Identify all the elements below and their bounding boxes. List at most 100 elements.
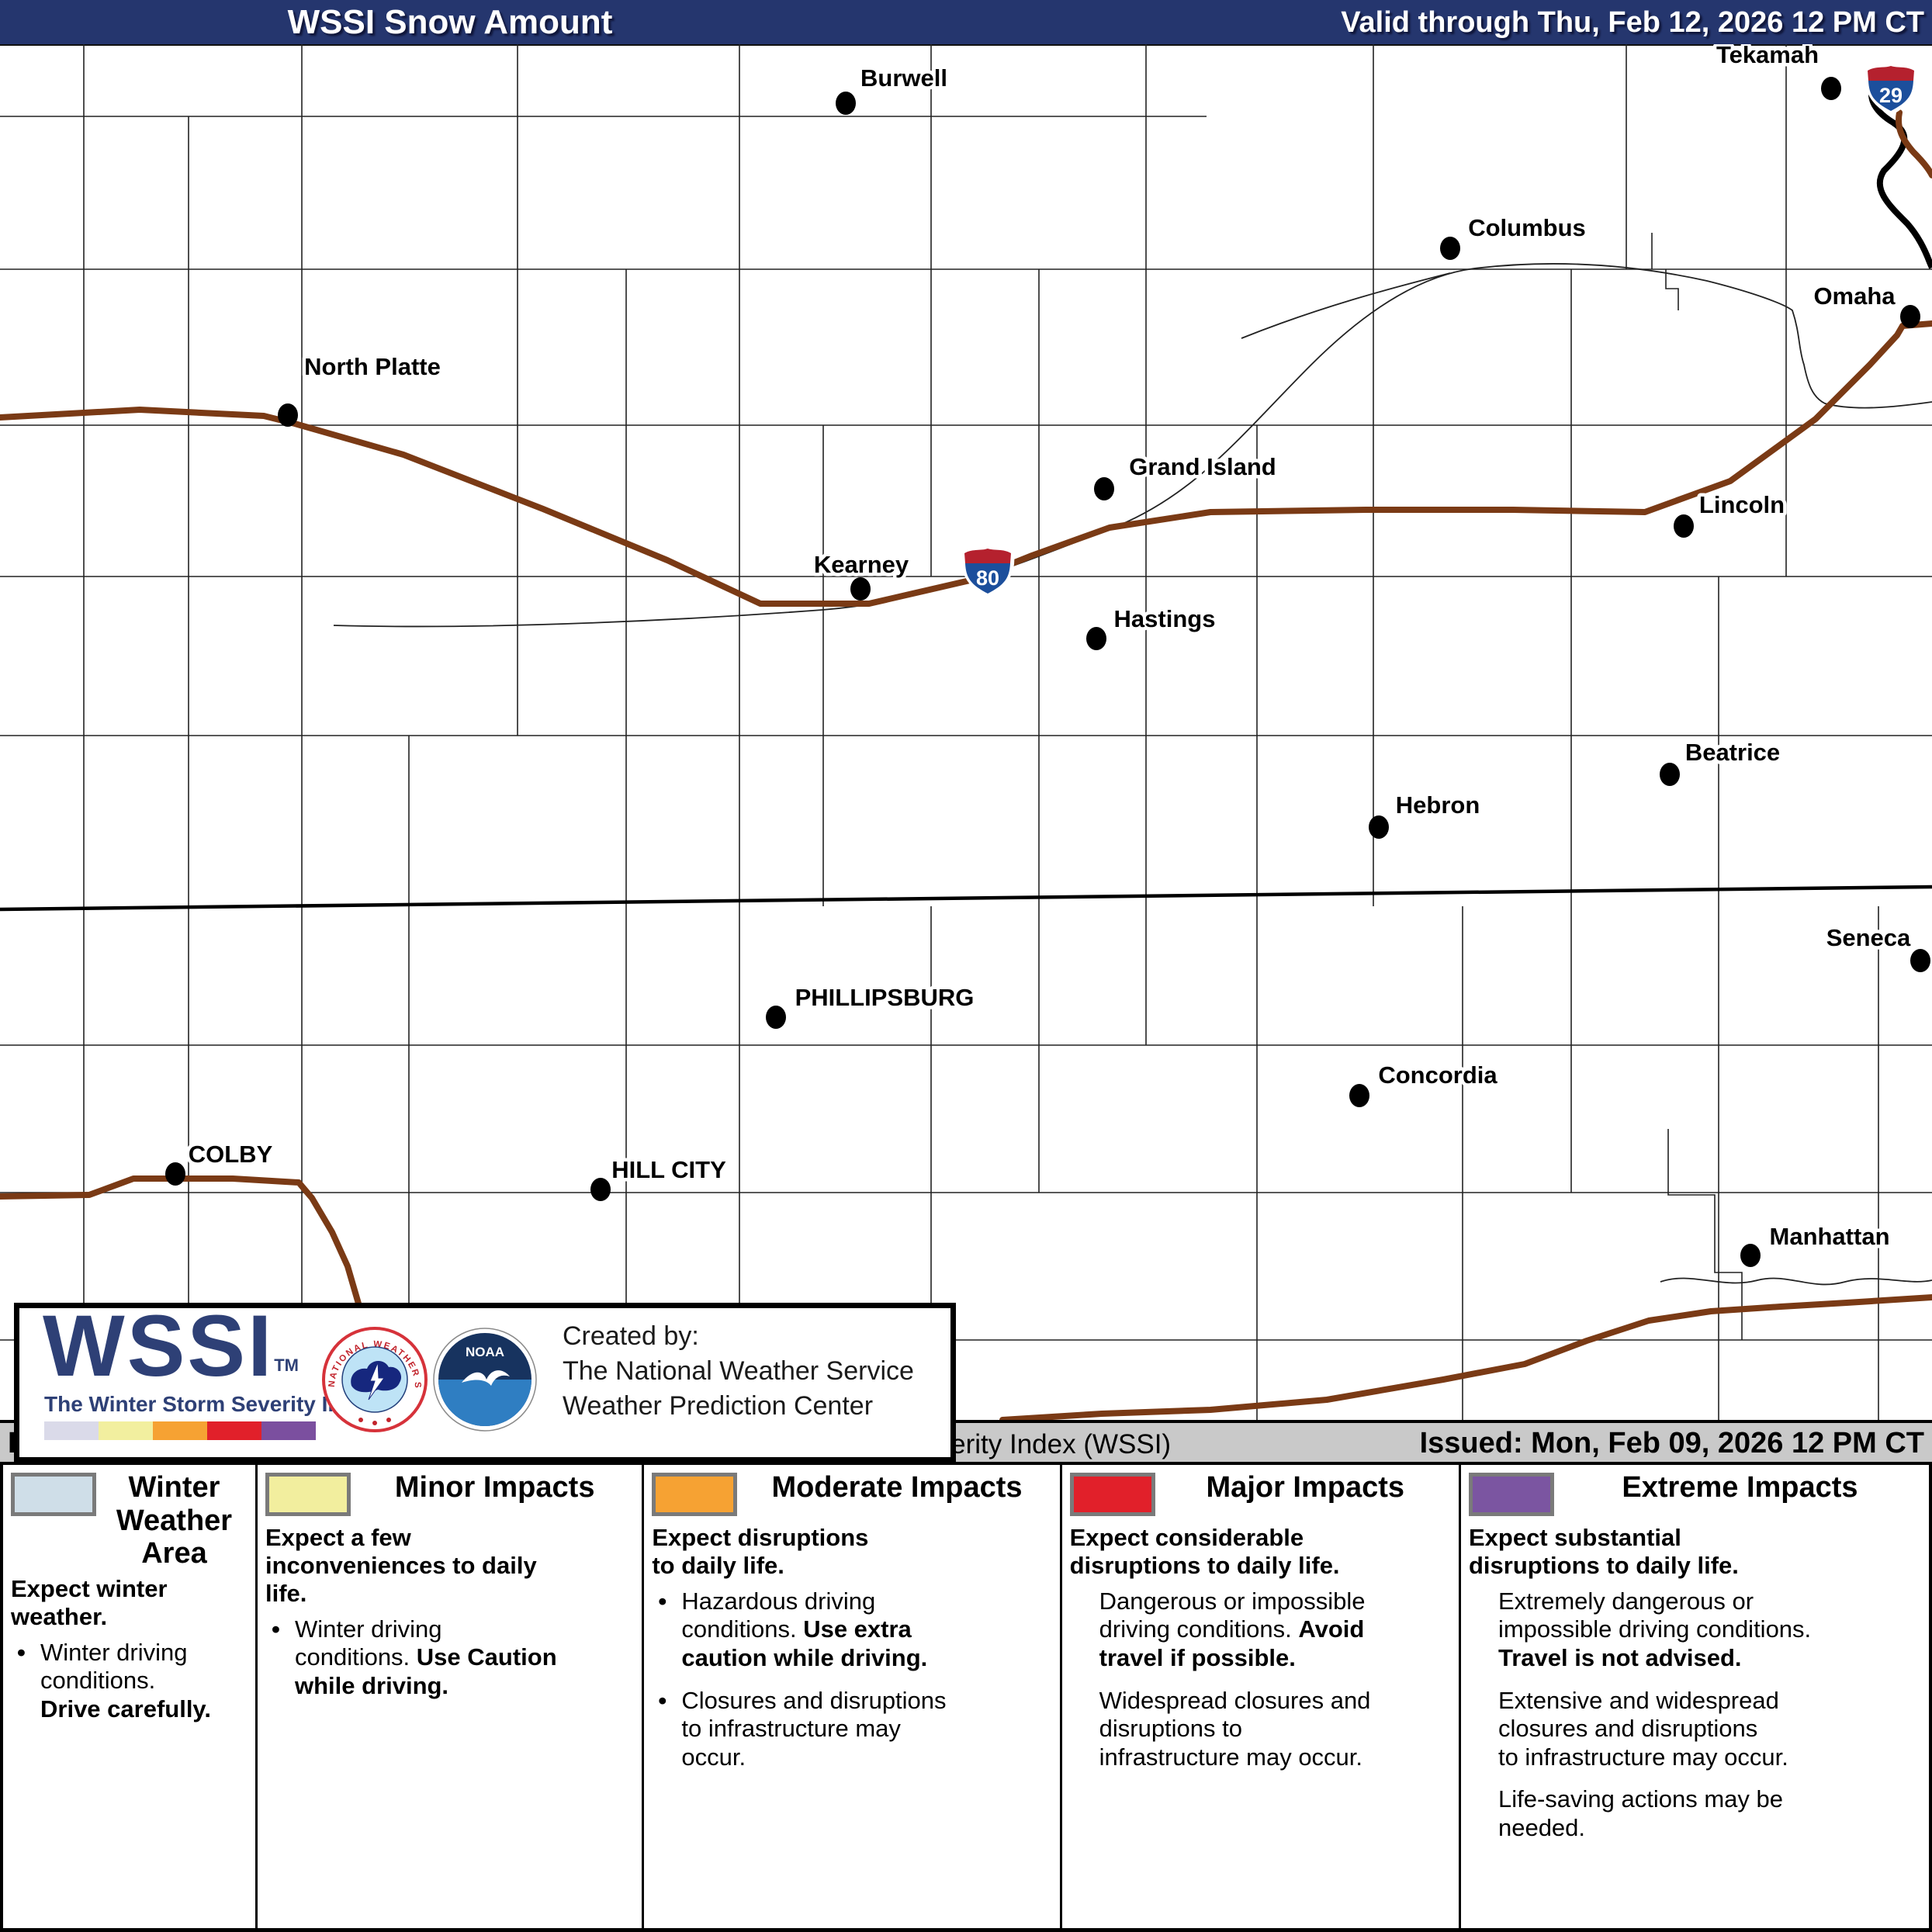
impact-item: Extremely dangerous or impossible drivin…: [1497, 1587, 1812, 1672]
impact-item: Extensive and widespread closures and di…: [1497, 1686, 1788, 1771]
attribution-box: WSSITM The Winter Storm Severity Index N…: [14, 1297, 956, 1463]
highways: [0, 109, 1932, 1420]
bullet-icon: •: [17, 1638, 26, 1666]
issued-timestamp: Issued: Mon, Feb 09, 2026 12 PM CT: [1419, 1427, 1924, 1459]
kansas-river: [1660, 1277, 1932, 1286]
city-label: Seneca: [1826, 924, 1911, 951]
impact-lead: Expect substantial disruptions to daily …: [1468, 1524, 1739, 1579]
severity-color-cell: [153, 1421, 207, 1440]
bullet-icon: •: [658, 1587, 667, 1615]
impact-title: Winter Weather Area: [116, 1471, 233, 1570]
city-label: Lincoln: [1699, 491, 1785, 518]
city-label: COLBY: [189, 1141, 273, 1168]
loup-river: [1241, 272, 1451, 339]
legend-column-header: Moderate Impacts: [650, 1471, 1053, 1519]
map: 80 29 Tekamah Burwell Columbus Omaha North Pl…: [0, 44, 1932, 1463]
city-label: Hastings: [1114, 605, 1216, 632]
city-marker: [836, 92, 856, 115]
impact-item: Widespread closures and disruptions to i…: [1099, 1686, 1371, 1771]
interstate-29-road: [1896, 109, 1932, 178]
interstate-shields: 80 29: [961, 63, 1918, 598]
city-label: HILL CITY: [611, 1156, 726, 1183]
impact-item: • Hazardous driving conditions. Use extra…: [658, 1587, 928, 1672]
legend-column-5: Extreme Impacts Expect substantial disrup…: [1461, 1465, 1929, 1928]
city-marker: [278, 403, 298, 427]
colby-road: [0, 1175, 369, 1342]
city-label: Tekamah: [1716, 44, 1819, 68]
city-label: PHILLIPSBURG: [795, 984, 975, 1011]
impact-title: Minor Impacts: [394, 1471, 595, 1504]
city-marker: [1660, 763, 1680, 786]
impact-swatch: [11, 1473, 96, 1516]
interstate-number: 80: [976, 566, 999, 590]
interstate-number: 29: [1879, 84, 1903, 107]
created-by-line: Weather Prediction Center: [563, 1390, 874, 1421]
legend-column-header: Major Impacts: [1068, 1471, 1452, 1519]
city-marker: [165, 1162, 185, 1186]
city-marker: [1900, 305, 1920, 328]
impact-swatch: [1468, 1473, 1554, 1516]
city-label: North Platte: [304, 353, 441, 380]
impact-item: Life-saving actions may be needed.: [1497, 1785, 1783, 1841]
city-marker: [1369, 815, 1389, 839]
impact-title: Major Impacts: [1206, 1471, 1405, 1504]
city-marker: [1094, 477, 1114, 500]
trademark-symbol: TM: [274, 1356, 299, 1375]
interstate-shield: 80: [961, 545, 1015, 598]
nws-logo-icon: NATIONAL WEATHER SERVICE: [322, 1327, 428, 1432]
legend-column-header: Extreme Impacts: [1467, 1471, 1923, 1519]
impact-lead: Expect disruptions to daily life.: [652, 1524, 869, 1579]
severity-color-cell: [207, 1421, 261, 1440]
impact-swatch: [265, 1473, 351, 1516]
city-label: Burwell: [860, 64, 947, 92]
impact-item: • Closures and disruptions to infrastruct…: [658, 1686, 947, 1771]
interstate-shield: 29: [1864, 63, 1918, 116]
impact-swatch: [1069, 1473, 1155, 1516]
impact-lead: Expect a few inconveniences to daily lif…: [265, 1524, 537, 1607]
city-marker: [766, 1006, 786, 1029]
severity-color-cell: [261, 1421, 316, 1440]
interstate-80-road: [0, 320, 1932, 607]
city-markers: Tekamah Burwell Columbus Omaha North Platte G…: [165, 44, 1930, 1267]
rivers: [333, 263, 1932, 1286]
header-bar: WSSI Snow Amount Valid through Thu, Feb …: [0, 0, 1932, 46]
created-by-text: Created by: The National Weather Service…: [563, 1319, 914, 1424]
city-marker: [1086, 627, 1106, 650]
city-label: Columbus: [1468, 214, 1586, 241]
state-boundary-line: [0, 885, 1932, 912]
impacts-legend: Winter Weather Area Expect winter weather. •…: [0, 1465, 1932, 1932]
impact-title: Moderate Impacts: [771, 1471, 1023, 1504]
city-label: Grand Island: [1129, 453, 1276, 480]
missouri-river-state-line: [1868, 71, 1932, 269]
county-boundaries: [0, 44, 1932, 1420]
noaa-logo-icon: NOAA: [433, 1328, 537, 1432]
city-marker: [1821, 77, 1841, 100]
impact-lead: Expect winter weather.: [11, 1574, 168, 1630]
legend-column-3: Moderate Impacts Expect disruptions to da…: [644, 1465, 1062, 1928]
valid-through-text: Valid through Thu, Feb 12, 2026 12 PM CT: [1341, 6, 1924, 39]
severity-color-cell: [44, 1421, 99, 1440]
svg-text:NOAA: NOAA: [466, 1345, 504, 1359]
impact-item: • Winter driving conditions. Use Caution …: [271, 1615, 557, 1700]
city-label: Manhattan: [1770, 1223, 1890, 1250]
city-marker: [1910, 949, 1930, 972]
impact-title: Extreme Impacts: [1622, 1471, 1858, 1504]
impact-item: • Winter driving conditions. Drive carefu…: [17, 1638, 211, 1723]
manhattan-road: [999, 1294, 1932, 1420]
city-label: Hebron: [1396, 791, 1480, 819]
map-canvas: 80 29 Tekamah Burwell Columbus Omaha North Pl…: [0, 44, 1932, 1420]
city-label: Beatrice: [1685, 739, 1780, 766]
city-marker: [590, 1178, 611, 1201]
impact-lead: Expect considerable disruptions to daily…: [1069, 1524, 1340, 1579]
legend-column-1: Winter Weather Area Expect winter weather. •…: [3, 1465, 258, 1928]
city-marker: [1674, 514, 1694, 538]
city-marker: [1440, 237, 1460, 260]
city-label: Kearney: [814, 551, 909, 578]
legend-column-header: Minor Impacts: [264, 1471, 635, 1519]
platte-river: [333, 263, 1932, 628]
page-title: WSSI Snow Amount: [287, 3, 613, 41]
city-marker: [1349, 1084, 1369, 1107]
impact-item: Dangerous or impossible driving conditio…: [1099, 1587, 1366, 1672]
bullet-icon: •: [271, 1615, 280, 1643]
